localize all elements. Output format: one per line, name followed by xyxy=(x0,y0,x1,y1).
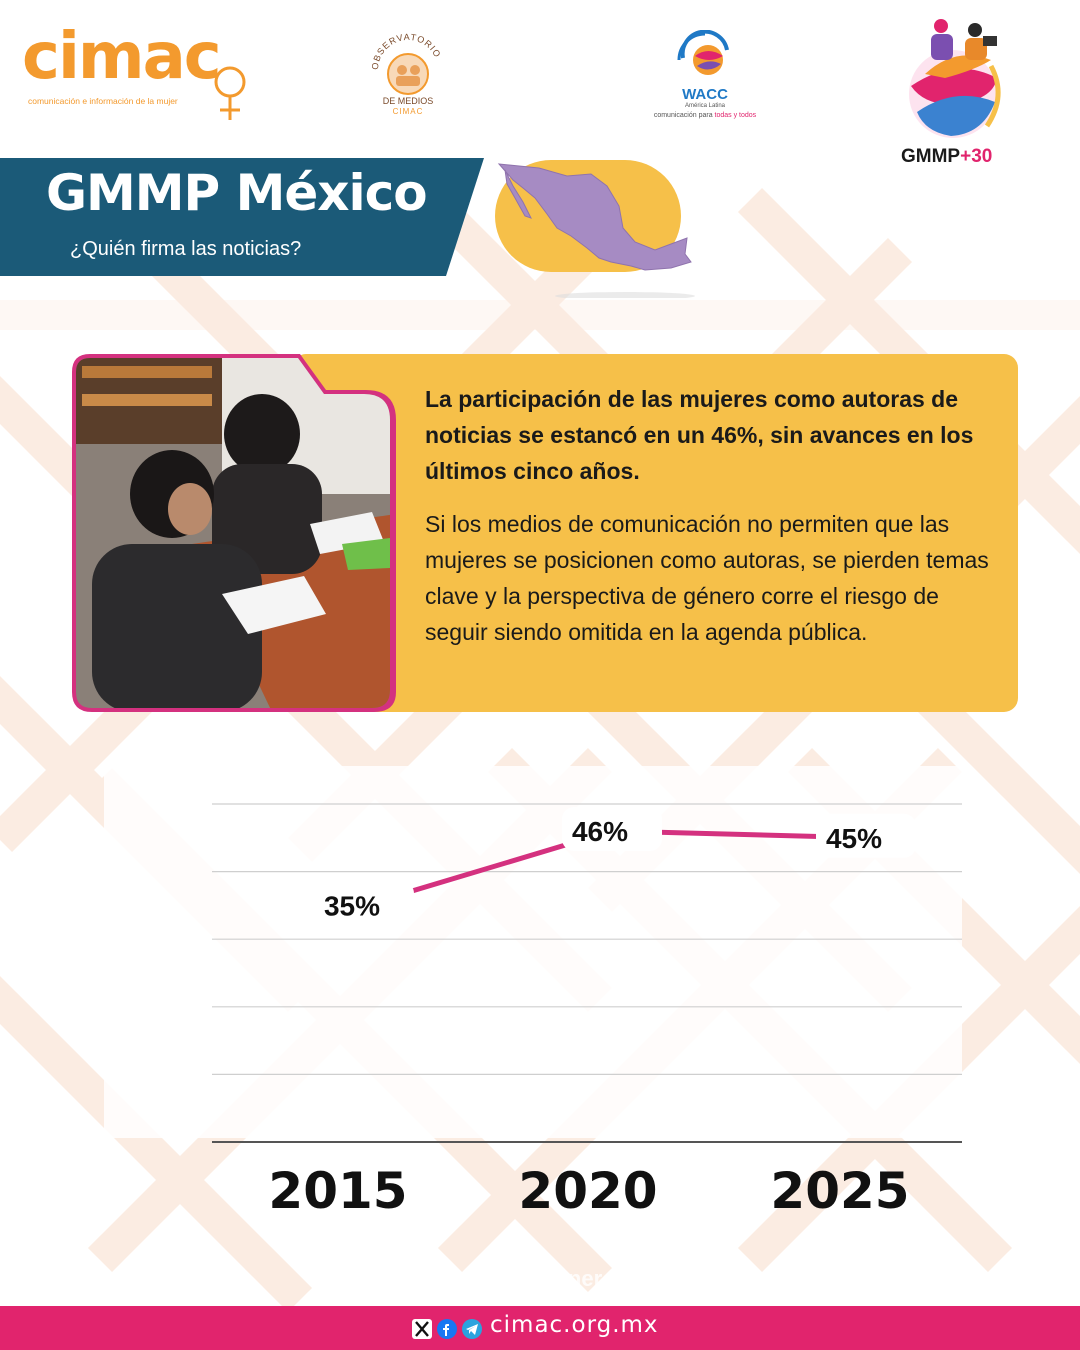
photo-frame xyxy=(72,354,396,712)
wacc-tagline: comunicación para todas y todos xyxy=(650,112,760,119)
social-icons xyxy=(412,1319,482,1339)
mexico-map xyxy=(495,160,695,298)
website-link[interactable]: cimac.org.mx xyxy=(490,1312,659,1338)
cimac-logo: cimac comunicación e información de la m… xyxy=(22,20,246,120)
venus-icon xyxy=(214,66,246,120)
gmmp-plus-text: +30 xyxy=(960,146,993,167)
card-body-text: Si los medios de comunicación no permite… xyxy=(425,511,989,645)
wacc-region: América Latina xyxy=(684,103,726,109)
observatorio-logo: OBSERVATORIO DE MEDIOS CIMAC xyxy=(366,30,450,120)
data-label: 45% xyxy=(826,823,882,854)
wacc-tagline-a: comunicación para xyxy=(653,112,715,119)
observatorio-title: DE MEDIOS xyxy=(382,96,434,106)
wacc-tagline-b: todas y todos xyxy=(714,112,757,119)
gmmp-name-text: GMMP xyxy=(901,146,961,167)
card-lead-text: La participación de las mujeres como aut… xyxy=(425,386,974,484)
data-label: 35% xyxy=(324,890,380,921)
page-title: GMMP México xyxy=(46,164,428,222)
x-axis-ticks: 2015 2020 2025 xyxy=(268,1162,909,1220)
data-label-background xyxy=(816,813,916,858)
observatorio-sub: CIMAC xyxy=(392,107,424,116)
gmmp-globe-icon xyxy=(909,19,1001,138)
data-label: 46% xyxy=(572,816,628,847)
data-label-background xyxy=(562,807,662,852)
gmmp-name: GMMP+30 xyxy=(901,146,992,168)
x-icon[interactable] xyxy=(412,1319,432,1339)
line-chart: 35% 46% 45% 2015 2020 2025 xyxy=(104,766,962,1220)
data-label-background xyxy=(314,881,414,926)
data-labels: 35% 46% 45% xyxy=(314,807,916,926)
facebook-icon[interactable] xyxy=(437,1319,457,1339)
page-subtitle: ¿Quién firma las noticias? xyxy=(70,238,302,260)
x-tick-label: 2015 xyxy=(268,1162,407,1220)
title-banner xyxy=(0,158,484,276)
footer-bar xyxy=(0,1306,1080,1350)
faded-background-text: omisión de género en xyxy=(420,1266,648,1291)
x-tick-label: 2025 xyxy=(770,1162,909,1220)
wacc-name: WACC xyxy=(682,86,728,103)
observatorio-emblem: OBSERVATORIO xyxy=(370,32,442,95)
gmmp-logo: GMMP+30 xyxy=(895,16,1015,172)
cimac-tagline: comunicación e información de la mujer xyxy=(28,96,178,106)
wacc-globe-icon xyxy=(677,30,729,75)
x-tick-label: 2020 xyxy=(518,1162,657,1220)
cimac-wordmark: cimac xyxy=(22,20,222,94)
wacc-logo: WACC América Latina comunicación para to… xyxy=(650,28,760,124)
info-card xyxy=(292,354,1018,712)
chart-gridlines xyxy=(212,803,962,1143)
telegram-icon[interactable] xyxy=(462,1319,482,1339)
